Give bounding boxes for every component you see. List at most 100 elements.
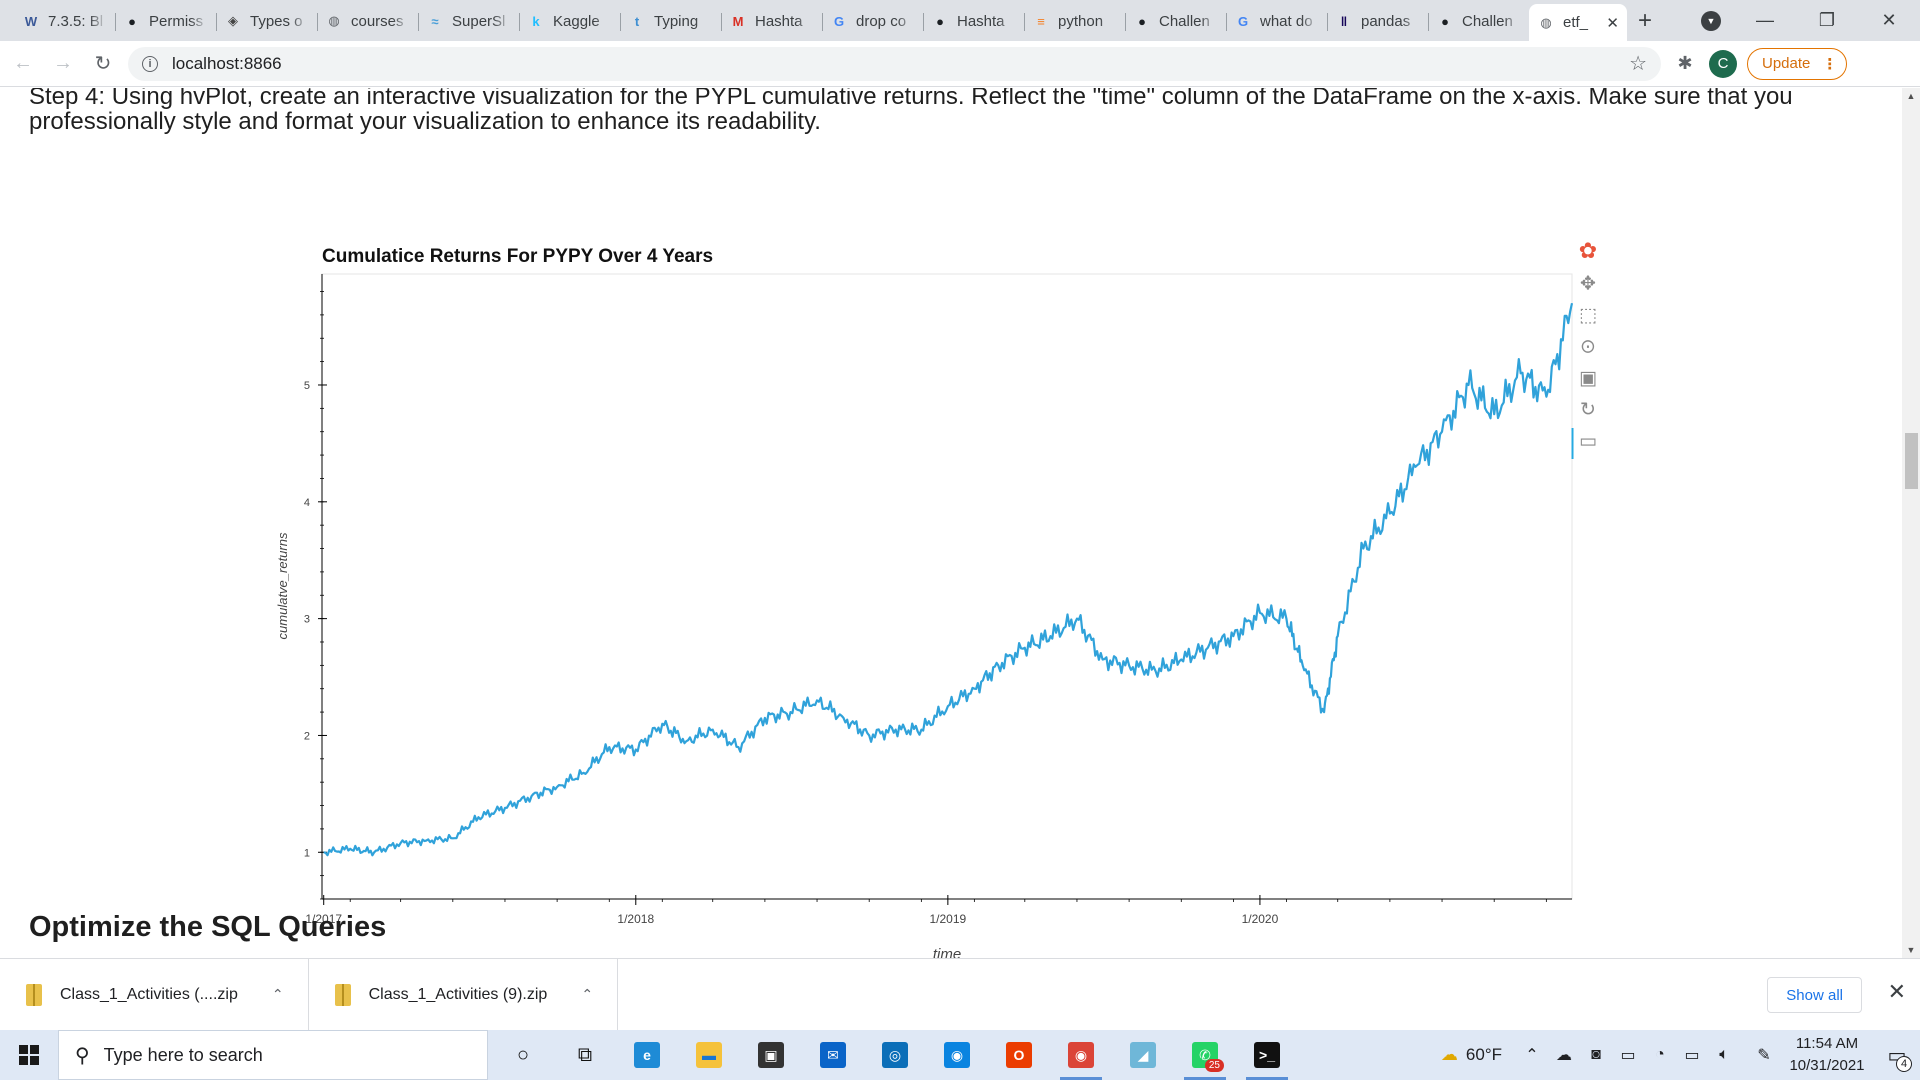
browser-tab[interactable]: ‖ pandas	[1327, 4, 1428, 38]
chevron-up-icon[interactable]: ⌃	[581, 986, 594, 1002]
mail-icon: ✉	[820, 1042, 846, 1068]
restore-button[interactable]: ❐	[1818, 10, 1836, 30]
browser-tab[interactable]: t Typing	[620, 4, 721, 38]
taskbar-app-button[interactable]: ✆ 25	[1174, 1030, 1236, 1080]
bookmark-star-icon[interactable]: ☆	[1629, 53, 1647, 75]
pan-icon[interactable]: ✥	[1580, 273, 1596, 295]
download-item[interactable]: Class_1_Activities (9).zip ⌃	[309, 958, 619, 1031]
globe-icon: ◍	[328, 13, 340, 28]
taskbar-app-button[interactable]: ◎	[864, 1030, 926, 1080]
scroll-up-arrow[interactable]: ▲	[1906, 91, 1916, 101]
pen-icon[interactable]: ✎	[1757, 1047, 1771, 1064]
office-icon: O	[1006, 1042, 1032, 1068]
data-point	[1336, 634, 1340, 638]
profile-avatar[interactable]: C	[1709, 49, 1737, 78]
taskbar-app-button[interactable]: ▬	[678, 1030, 740, 1080]
kaggle-icon: k	[532, 13, 540, 29]
address-bar[interactable]: i localhost:8866 ☆	[128, 46, 1661, 81]
edge-icon: e	[634, 1042, 660, 1068]
data-point	[1127, 663, 1131, 667]
onedrive-cloud-icon[interactable]: ☁	[1556, 1047, 1572, 1064]
forward-button[interactable]: →	[46, 47, 80, 81]
data-point	[1258, 611, 1262, 615]
volume-icon[interactable]: 🔈︎	[1719, 1046, 1729, 1063]
notification-badge: 25	[1204, 1059, 1224, 1072]
taskbar-app-button[interactable]: ◉	[926, 1030, 988, 1080]
plot-frame	[321, 273, 1573, 900]
display-icon[interactable]: ▭	[1620, 1047, 1636, 1064]
data-point	[711, 728, 715, 732]
data-point	[1179, 658, 1183, 662]
browser-tab[interactable]: k Kaggle	[519, 4, 620, 38]
browser-tab[interactable]: W 7.3.5: Bl	[14, 4, 115, 38]
hover-icon[interactable]: ▭	[1579, 430, 1597, 452]
tab-search-button[interactable]: ▼	[1688, 0, 1734, 41]
browser-tab[interactable]: ● Permiss	[115, 4, 216, 38]
minimize-button[interactable]: —	[1756, 10, 1774, 30]
browser-tab[interactable]: ● Challen	[1428, 4, 1529, 38]
page-scrollbar[interactable]: ▲ ▼	[1902, 88, 1920, 958]
save-icon[interactable]: ▣	[1579, 367, 1597, 389]
taskbar-app-button[interactable]: ✉	[802, 1030, 864, 1080]
taskbar-app-button[interactable]: ◉	[1050, 1030, 1112, 1080]
scrollbar-thumb[interactable]	[1905, 433, 1918, 489]
extensions-puzzle-icon[interactable]: ✱	[1677, 53, 1693, 73]
browser-tab[interactable]: ● Hashta	[923, 4, 1024, 38]
start-button[interactable]	[0, 1030, 58, 1080]
chart-series	[323, 302, 1574, 857]
data-point	[684, 739, 688, 743]
browser-tab[interactable]: ≡ python	[1024, 4, 1125, 38]
close-icon[interactable]: ✕	[1887, 979, 1906, 1004]
photos-icon: ◉	[944, 1042, 970, 1068]
cumulative-returns-chart[interactable]: Cumulatice Returns For PYPY Over 4 Years…	[260, 166, 1600, 958]
taskbar-search-box[interactable]: ⚲ Type here to search	[58, 1030, 488, 1080]
data-point	[1492, 412, 1496, 416]
reset-icon[interactable]: ↻	[1580, 399, 1596, 421]
taskbar-app-button[interactable]: ◢	[1112, 1030, 1174, 1080]
browser-tab[interactable]: ◈ Types o	[216, 4, 317, 38]
data-point	[1075, 617, 1079, 621]
dell-icon: ◎	[882, 1042, 908, 1068]
reload-button[interactable]: ↻	[86, 47, 120, 81]
taskbar-app-button[interactable]: ⧉	[554, 1030, 616, 1080]
browser-tab[interactable]: ● Challen	[1125, 4, 1226, 38]
browser-tab[interactable]: M Hashta	[721, 4, 822, 38]
wheel-zoom-icon[interactable]: ⊙	[1580, 336, 1596, 358]
browser-tab[interactable]: ◍ etf_ ✕	[1529, 4, 1627, 41]
github-icon: ●	[1441, 13, 1449, 29]
taskbar-app-button[interactable]: e	[616, 1030, 678, 1080]
wifi-icon[interactable]: ◔	[1655, 1046, 1665, 1063]
show-hidden-icons-icon[interactable]: ⌃	[1525, 1047, 1539, 1064]
battery-icon[interactable]: ▭	[1684, 1047, 1700, 1064]
chevron-up-icon[interactable]: ⌃	[271, 986, 284, 1002]
bokeh-logo-icon[interactable]: ✿	[1579, 239, 1597, 264]
taskbar-app-button[interactable]: >_	[1236, 1030, 1298, 1080]
scroll-down-arrow[interactable]: ▼	[1906, 945, 1916, 955]
notification-center-button[interactable]: ▭ 4	[1874, 1030, 1920, 1080]
weather-widget[interactable]: ☁ 60°F	[1441, 1045, 1502, 1065]
clock[interactable]: 11:54 AM 10/31/2021	[1780, 1033, 1874, 1077]
close-window-button[interactable]: ✕	[1881, 10, 1897, 30]
wave-icon: ≈	[431, 13, 439, 29]
update-button[interactable]: Update ⋮	[1747, 47, 1848, 80]
window-controls: ▼ — ❐ ✕	[1688, 0, 1920, 41]
download-item[interactable]: Class_1_Activities (....zip ⌃	[0, 958, 309, 1031]
browser-tab[interactable]: ≈ SuperSl	[418, 4, 519, 38]
gmail-icon: M	[732, 13, 744, 29]
taskbar-app-button[interactable]: ○	[492, 1030, 554, 1080]
show-all-button[interactable]: Show all	[1767, 977, 1862, 1013]
taskbar-app-button[interactable]: O	[988, 1030, 1050, 1080]
new-tab-button[interactable]: +	[1637, 7, 1652, 34]
box-zoom-icon[interactable]: ⬚	[1579, 304, 1597, 326]
back-button[interactable]: ←	[6, 47, 40, 81]
url-text: localhost:8866	[172, 53, 282, 73]
tab-title: Typing	[654, 12, 699, 30]
taskbar-app-button[interactable]: ▣	[740, 1030, 802, 1080]
close-tab-icon[interactable]: ✕	[1606, 14, 1619, 32]
meet-now-icon[interactable]: ◙	[1591, 1046, 1601, 1063]
info-icon[interactable]: i	[142, 55, 158, 72]
browser-tab[interactable]: ◍ courses	[317, 4, 418, 38]
chevron-down-icon: ▼	[1701, 10, 1721, 31]
